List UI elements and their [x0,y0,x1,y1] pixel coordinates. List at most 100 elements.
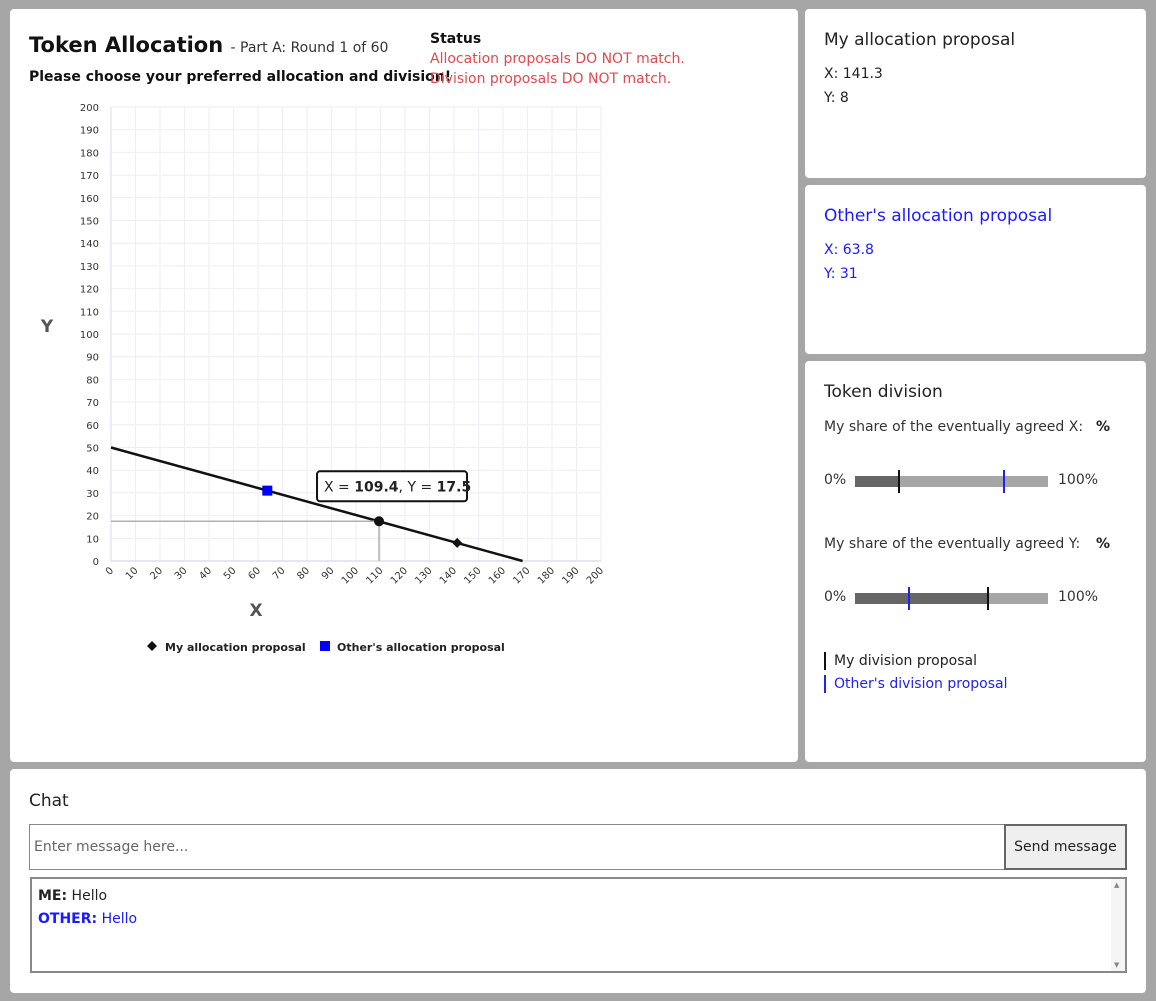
legend-diamond-icon [147,641,157,651]
x-tick-label: 50 [222,565,239,582]
hover-point[interactable] [374,516,385,527]
y-tick-label: 110 [80,307,99,318]
x-slider-min: 0% [824,472,847,488]
chat-title: Chat [29,791,69,811]
y-other-division-marker [908,587,911,610]
y-tick-label: 150 [80,217,99,228]
my-allocation-y: Y: 8 [824,90,849,106]
x-tick-label: 60 [246,565,263,582]
x-share-label: My share of the eventually agreed X: [824,419,1084,435]
scroll-up-icon[interactable]: ▲ [1114,881,1120,889]
hover-tooltip [316,470,469,503]
x-tick-label: 150 [462,565,483,586]
x-slider-fill [855,476,900,487]
allocation-status-message: Allocation proposals DO NOT match. [430,51,685,67]
y-my-division-marker[interactable] [987,587,990,610]
chat-log[interactable]: ME: Hello OTHER: Hello ▲ ▼ [30,877,1127,973]
chat-message: ME: Hello [38,885,1119,908]
y-tick-label: 40 [86,466,99,477]
y-tick-label: 70 [86,398,99,409]
x-tick-label: 190 [560,565,581,586]
y-share-slider[interactable] [855,587,1048,610]
x-tick-label: 80 [295,565,312,582]
y-tick-label: 100 [80,330,99,341]
token-division-title: Token division [824,382,943,402]
y-tick-label: 80 [86,375,99,386]
y-tick-label: 90 [86,353,99,364]
allocation-panel: Token Allocation - Part A: Round 1 of 60… [10,9,798,762]
y-share-label: My share of the eventually agreed Y: [824,536,1081,552]
x-slider-max: 100% [1058,472,1099,488]
x-tick-label: 20 [148,565,165,582]
status-box: Status Allocation proposals DO NOT match… [430,31,685,91]
legend-other-allocation[interactable]: Other's allocation proposal [337,641,505,654]
y-tick-label: 30 [86,489,99,500]
instruction-text: Please choose your preferred allocation … [29,69,452,85]
x-share-pct: % [1096,419,1111,435]
chat-message: OTHER: Hello [38,908,1119,931]
round-subtitle: - Part A: Round 1 of 60 [230,40,389,56]
y-tick-label: 130 [80,262,99,273]
send-message-button[interactable]: Send message [1004,824,1127,870]
x-tick-label: 170 [511,565,532,586]
other-allocation-title: Other's allocation proposal [824,206,1053,226]
x-tick-label: 180 [536,565,557,586]
y-tick-label: 200 [80,103,99,114]
x-axis-title: X [249,601,262,621]
my-allocation-title: My allocation proposal [824,30,1016,50]
other-allocation-x: X: 63.8 [824,242,874,258]
token-division-card: Token division My share of the eventuall… [805,361,1146,762]
chat-sender: ME: [38,888,68,904]
y-share-pct: % [1096,536,1111,552]
chat-scrollbar[interactable]: ▲ ▼ [1111,879,1125,971]
x-tick-label: 110 [364,565,385,586]
chat-panel: Chat Send message ME: Hello OTHER: Hello… [10,769,1146,993]
y-tick-label: 20 [86,512,99,523]
my-division-legend: My division proposal [824,652,977,670]
division-status-message: Division proposals DO NOT match. [430,71,672,87]
y-slider-max: 100% [1058,589,1099,605]
x-tick-label: 130 [413,565,434,586]
page-title: Token Allocation - Part A: Round 1 of 60 [29,33,388,57]
y-tick-label: 0 [93,557,99,568]
legend-square-icon [320,641,330,651]
x-tick-label: 200 [585,565,606,586]
x-tick-label: 90 [320,565,337,582]
x-tick-label: 0 [104,565,116,577]
my-allocation-point[interactable] [452,537,463,548]
legend-my-allocation[interactable]: My allocation proposal [165,641,306,654]
x-tick-label: 100 [340,565,361,586]
other-allocation-point [262,485,273,496]
y-axis-title: Y [40,317,54,337]
title-text: Token Allocation [29,33,224,57]
y-tick-label: 180 [80,148,99,159]
y-tick-label: 190 [80,126,99,137]
chat-sender: OTHER: [38,911,98,927]
y-tick-label: 120 [80,285,99,296]
x-tick-label: 40 [197,565,214,582]
y-tick-label: 160 [80,194,99,205]
x-tick-label: 140 [438,565,459,586]
x-tick-label: 30 [173,565,190,582]
status-heading: Status [430,31,482,47]
y-slider-fill [855,593,989,604]
x-tick-label: 120 [389,565,410,586]
my-allocation-x: X: 141.3 [824,66,883,82]
allocation-chart[interactable]: 0102030405060708090100110120130140150160… [10,9,798,689]
other-allocation-y: Y: 31 [824,266,858,282]
scroll-down-icon[interactable]: ▼ [1114,961,1120,969]
x-my-division-marker[interactable] [898,470,901,493]
tooltip-x-value: 109.4 [354,479,399,495]
chat-text: Hello [101,911,138,927]
y-tick-label: 10 [86,534,99,545]
y-tick-label: 140 [80,239,99,250]
x-tick-label: 70 [271,565,288,582]
y-tick-label: 50 [86,444,99,455]
other-allocation-card: Other's allocation proposal X: 63.8 Y: 3… [805,185,1146,354]
chat-message-input[interactable] [29,824,1005,870]
y-slider-min: 0% [824,589,847,605]
hover-tooltip-text: X = 109.4, Y = 17.5 [324,479,471,495]
chat-text: Hello [71,888,108,904]
x-share-slider[interactable] [855,470,1048,493]
tooltip-x-label: X = [324,479,354,495]
